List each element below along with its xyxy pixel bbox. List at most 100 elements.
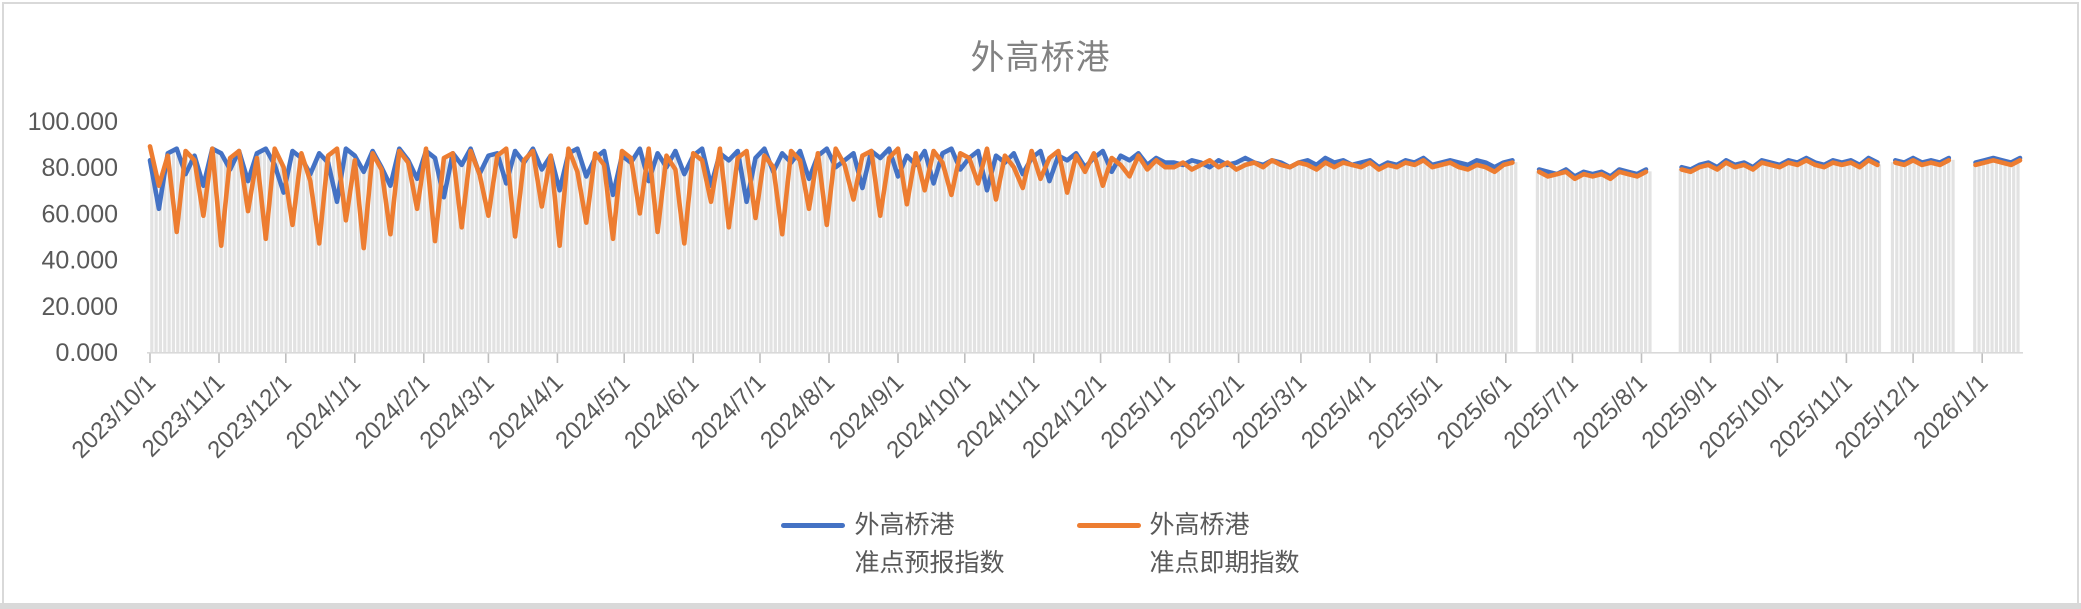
day-bar: [236, 153, 240, 352]
day-bar: [1734, 166, 1739, 352]
day-bar: [1626, 173, 1630, 352]
day-bar: [868, 153, 873, 352]
day-bar: [1540, 172, 1544, 352]
day-bar: [1496, 167, 1501, 352]
series-line-spot[interactable]: [1893, 158, 1952, 168]
day-bar: [1795, 164, 1799, 352]
day-bar: [1003, 157, 1007, 352]
day-bar: [470, 155, 474, 352]
day-bar: [1851, 163, 1856, 352]
day-bar: [630, 161, 635, 352]
day-bar: [1786, 162, 1791, 352]
day-bar: [1431, 166, 1436, 352]
day-bar: [336, 158, 340, 352]
day-bar: [466, 155, 470, 352]
day-bar: [1146, 166, 1150, 352]
day-bar: [1609, 177, 1613, 352]
day-bar: [972, 155, 977, 352]
day-bar: [695, 154, 699, 352]
day-bar: [1366, 162, 1371, 352]
day-bar: [1401, 163, 1405, 352]
day-bar: [674, 153, 678, 352]
day-bar: [1479, 163, 1483, 352]
legend-item-spot[interactable]: 外高桥港 准点即期指数: [1076, 506, 1300, 582]
day-bar: [1185, 164, 1189, 352]
day-bar: [1739, 165, 1743, 352]
day-bar: [1929, 162, 1934, 352]
day-bar: [916, 163, 920, 352]
series-line-spot[interactable]: [147, 144, 1515, 251]
legend-item-forecast[interactable]: 外高桥港 准点预报指数: [781, 506, 1005, 582]
legend: 外高桥港 准点预报指数 外高桥港 准点即期指数: [0, 506, 2081, 582]
day-bar: [812, 166, 816, 352]
day-bar: [1258, 166, 1262, 352]
day-bar: [197, 174, 202, 352]
series-line-spot[interactable]: [1679, 158, 1880, 175]
day-bar: [2012, 163, 2016, 352]
day-bar: [1696, 167, 1700, 352]
x-tick-label: 2024/8/1: [755, 369, 840, 454]
day-bar: [1981, 162, 1985, 352]
day-bar: [561, 177, 565, 352]
y-tick-label: 80.000: [42, 154, 118, 182]
day-bar: [435, 171, 440, 352]
day-bar: [1358, 164, 1362, 352]
day-bar: [1379, 167, 1384, 352]
day-bar: [661, 163, 665, 352]
day-bar: [1063, 161, 1068, 352]
day-bar: [1514, 162, 1518, 352]
day-bar: [2007, 163, 2011, 352]
day-bar: [1276, 163, 1280, 352]
day-bar: [578, 160, 583, 352]
day-bar: [912, 164, 916, 352]
day-bar: [1877, 164, 1882, 352]
x-tick-label: 2025/5/1: [1363, 369, 1448, 454]
day-bar: [1228, 166, 1232, 352]
day-bar: [500, 153, 505, 352]
x-tick-label: 2025/8/1: [1568, 369, 1653, 454]
day-bar: [1973, 164, 1977, 352]
day-bar: [1094, 158, 1098, 352]
day-bar: [687, 166, 691, 352]
day-bar: [410, 169, 414, 352]
day-bar: [362, 173, 366, 352]
day-bar: [531, 150, 535, 352]
day-bar: [804, 170, 808, 352]
day-bar: [457, 163, 461, 352]
day-bar: [1557, 174, 1561, 352]
day-bar: [825, 151, 829, 352]
day-bar: [1241, 161, 1245, 352]
day-bar: [548, 158, 552, 352]
day-bar: [834, 151, 838, 352]
day-bar: [855, 171, 860, 352]
day-bar: [864, 155, 868, 352]
day-bar: [1050, 157, 1055, 352]
day-bar: [1687, 170, 1691, 352]
series-line-spot[interactable]: [1536, 169, 1649, 182]
day-bar: [1639, 173, 1643, 352]
y-tick-label: 60.000: [42, 200, 118, 228]
day-bar: [1301, 163, 1306, 352]
day-bar: [1263, 165, 1267, 352]
series-line-spot[interactable]: [1973, 158, 2023, 168]
day-bar: [323, 161, 327, 352]
day-bar: [843, 162, 847, 352]
x-tick-label: 2025/1/1: [1096, 369, 1181, 454]
day-bar: [907, 160, 912, 352]
day-bar: [444, 158, 448, 352]
day-bar: [1219, 163, 1223, 352]
day-bar: [591, 163, 596, 352]
day-bar: [1353, 165, 1358, 352]
day-bar: [1895, 162, 1899, 352]
day-bar: [505, 157, 509, 352]
day-bar: [1951, 159, 1955, 352]
day-bar: [418, 170, 422, 352]
day-bar: [1068, 160, 1072, 352]
day-bar: [747, 173, 751, 352]
day-bar: [1873, 163, 1877, 352]
day-bar: [1232, 164, 1236, 352]
day-bar: [1765, 163, 1769, 352]
day-bar: [925, 160, 929, 352]
day-bar: [1570, 176, 1574, 352]
